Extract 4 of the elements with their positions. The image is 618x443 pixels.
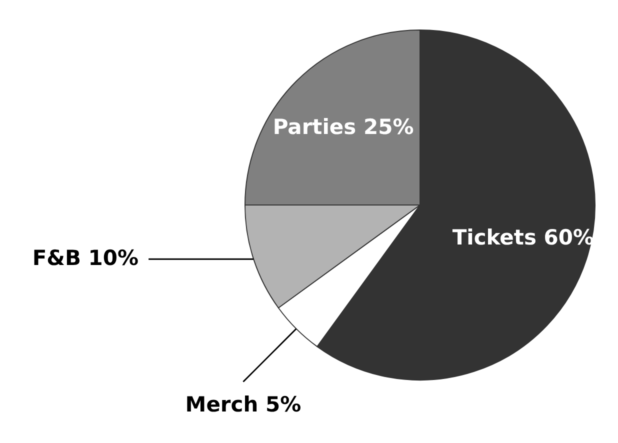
slice-label: Parties 25% — [272, 115, 414, 140]
slice-label: Merch 5% — [185, 392, 302, 417]
slice-label: F&B 10% — [32, 246, 139, 270]
slice-label: Tickets 60% — [452, 225, 594, 250]
